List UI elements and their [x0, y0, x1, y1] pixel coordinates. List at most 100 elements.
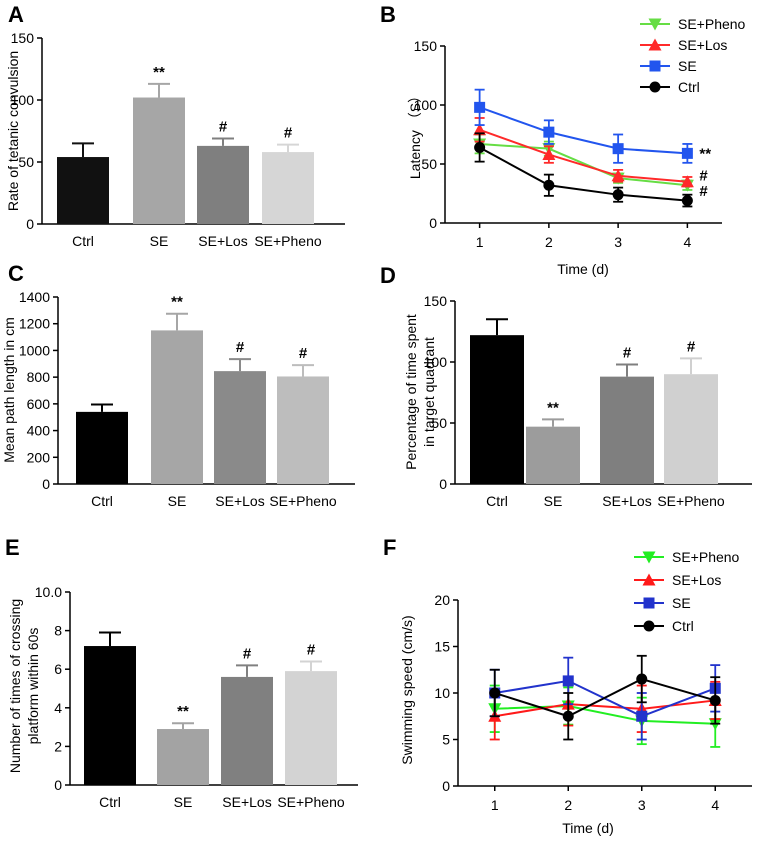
series-line-SE+Los	[494, 699, 716, 718]
y-tick-label: 1000	[19, 342, 50, 358]
data-point-Ctrl	[709, 694, 721, 706]
data-point-Ctrl	[489, 687, 501, 699]
data-point-Ctrl	[562, 710, 574, 722]
bar-SE	[133, 97, 185, 224]
legend-marker	[642, 573, 656, 586]
significance-mark: **	[177, 703, 189, 720]
data-point-Ctrl	[681, 195, 693, 207]
data-point-SE	[612, 143, 624, 155]
y-tick-label: 150	[424, 293, 448, 309]
bar-Ctrl	[76, 411, 128, 484]
x-axis-title: Time (d)	[562, 820, 614, 836]
data-point-SE	[636, 710, 648, 722]
bar-SE	[157, 729, 209, 785]
bar-SE+Pheno	[262, 152, 314, 224]
x-tick-label: 1	[476, 234, 484, 250]
data-point-SE	[474, 101, 486, 113]
series-line-Ctrl	[494, 677, 716, 718]
data-point-SE+Los	[611, 169, 625, 182]
x-category-label: SE+Los	[198, 233, 247, 249]
y-tick-label: 2	[54, 738, 62, 754]
data-point-SE+Los	[542, 148, 556, 161]
significance-mark: #	[307, 641, 316, 658]
y-tick-label: 10.0	[35, 584, 62, 600]
x-tick-label: 4	[683, 234, 691, 250]
bar-Ctrl	[57, 157, 109, 224]
legend-marker	[642, 551, 656, 564]
panel-letter: B	[380, 2, 396, 27]
y-axis-title: Mean path length in cm	[1, 317, 17, 463]
data-point-SE	[543, 126, 555, 138]
bar-SE+Pheno	[285, 671, 337, 785]
x-tick-label: 4	[711, 797, 719, 813]
y-tick-label: 800	[27, 369, 51, 385]
bar-SE+Los	[221, 676, 273, 785]
bar-SE+Los	[197, 145, 249, 224]
legend-marker	[648, 18, 662, 31]
panel-E: E 0 2 4 6 8 10.0 Ctrl SE ** SE+Los # SE+Pheno # Number…	[5, 535, 358, 810]
y-tick-label: 600	[27, 396, 51, 412]
legend-label: SE+Los	[672, 572, 721, 588]
x-tick-label: 3	[638, 797, 646, 813]
panel-letter: F	[383, 535, 396, 560]
panel-B: B 0 50 100 150 1 2 3 4 SE+Pheno SE+Los SE Ctrl ** ## Ti…	[380, 2, 746, 277]
bar-SE+Pheno	[277, 376, 329, 484]
y-axis-title: Swimming speed (cm/s)	[399, 615, 415, 764]
legend-label: SE	[672, 595, 691, 611]
y-tick-label: 0	[442, 778, 450, 794]
y-tick-label: 50	[18, 154, 34, 170]
legend-label: SE+Los	[678, 37, 727, 53]
x-category-label: SE+Pheno	[269, 493, 337, 509]
x-category-label: Ctrl	[99, 794, 121, 810]
bar-SE	[151, 330, 203, 484]
data-point-SE	[562, 675, 574, 687]
data-point-Ctrl	[474, 141, 486, 153]
significance-mark: #	[687, 338, 696, 355]
y-axis-title: Rate of tetanic convulsion	[5, 51, 21, 211]
bar-SE+Los	[214, 371, 266, 484]
y-tick-label: 15	[434, 639, 450, 655]
legend-marker	[648, 38, 662, 51]
y-tick-label: 100	[11, 92, 35, 108]
y-axis-title-line: Percentage of time spent	[403, 314, 419, 470]
data-point-Ctrl	[636, 673, 648, 685]
y-axis-title-line: Number of times of crossing	[7, 599, 23, 773]
y-tick-label: 1200	[19, 316, 50, 332]
y-axis-title: Latency （S）	[407, 89, 423, 179]
panel-letter: C	[8, 261, 24, 286]
x-category-label: SE+Los	[215, 493, 264, 509]
significance-mark: #	[623, 344, 632, 361]
x-category-label: SE+Los	[222, 794, 271, 810]
legend-marker	[643, 597, 655, 609]
legend-marker	[643, 620, 655, 632]
bar-SE	[526, 426, 580, 484]
data-point-SE	[681, 147, 693, 159]
x-tick-label: 2	[545, 234, 553, 250]
y-tick-label: 10	[434, 685, 450, 701]
x-category-label: SE	[174, 794, 193, 810]
x-category-label: SE+Pheno	[657, 493, 725, 509]
significance-mark: #	[699, 183, 708, 200]
panel-C: C 0 200 400 600 800 1000 1200 1400 Ctrl SE ** SE+Los…	[1, 261, 355, 509]
x-category-label: SE+Los	[602, 493, 651, 509]
y-tick-label: 0	[429, 215, 437, 231]
y-tick-label: 200	[27, 449, 51, 465]
x-tick-label: 1	[491, 797, 499, 813]
y-tick-label: 400	[27, 423, 51, 439]
x-category-label: Ctrl	[72, 233, 94, 249]
legend-label: Ctrl	[678, 79, 700, 95]
y-tick-label: 0	[439, 476, 447, 492]
series-line-SE+Los	[479, 128, 688, 183]
y-tick-label: 1400	[19, 289, 50, 305]
y-tick-label: 150	[11, 30, 35, 46]
bar-Ctrl	[84, 646, 136, 785]
y-tick-label: 0	[54, 777, 62, 793]
y-tick-label: 100	[424, 354, 448, 370]
y-tick-label: 50	[431, 415, 447, 431]
significance-mark: #	[284, 125, 293, 142]
y-tick-label: 0	[42, 476, 50, 492]
panel-D: D 0 50 100 150 Ctrl SE ** SE+Los # SE+Pheno # Percen…	[380, 263, 752, 509]
x-category-label: Ctrl	[91, 493, 113, 509]
panel-letter: D	[380, 263, 396, 288]
